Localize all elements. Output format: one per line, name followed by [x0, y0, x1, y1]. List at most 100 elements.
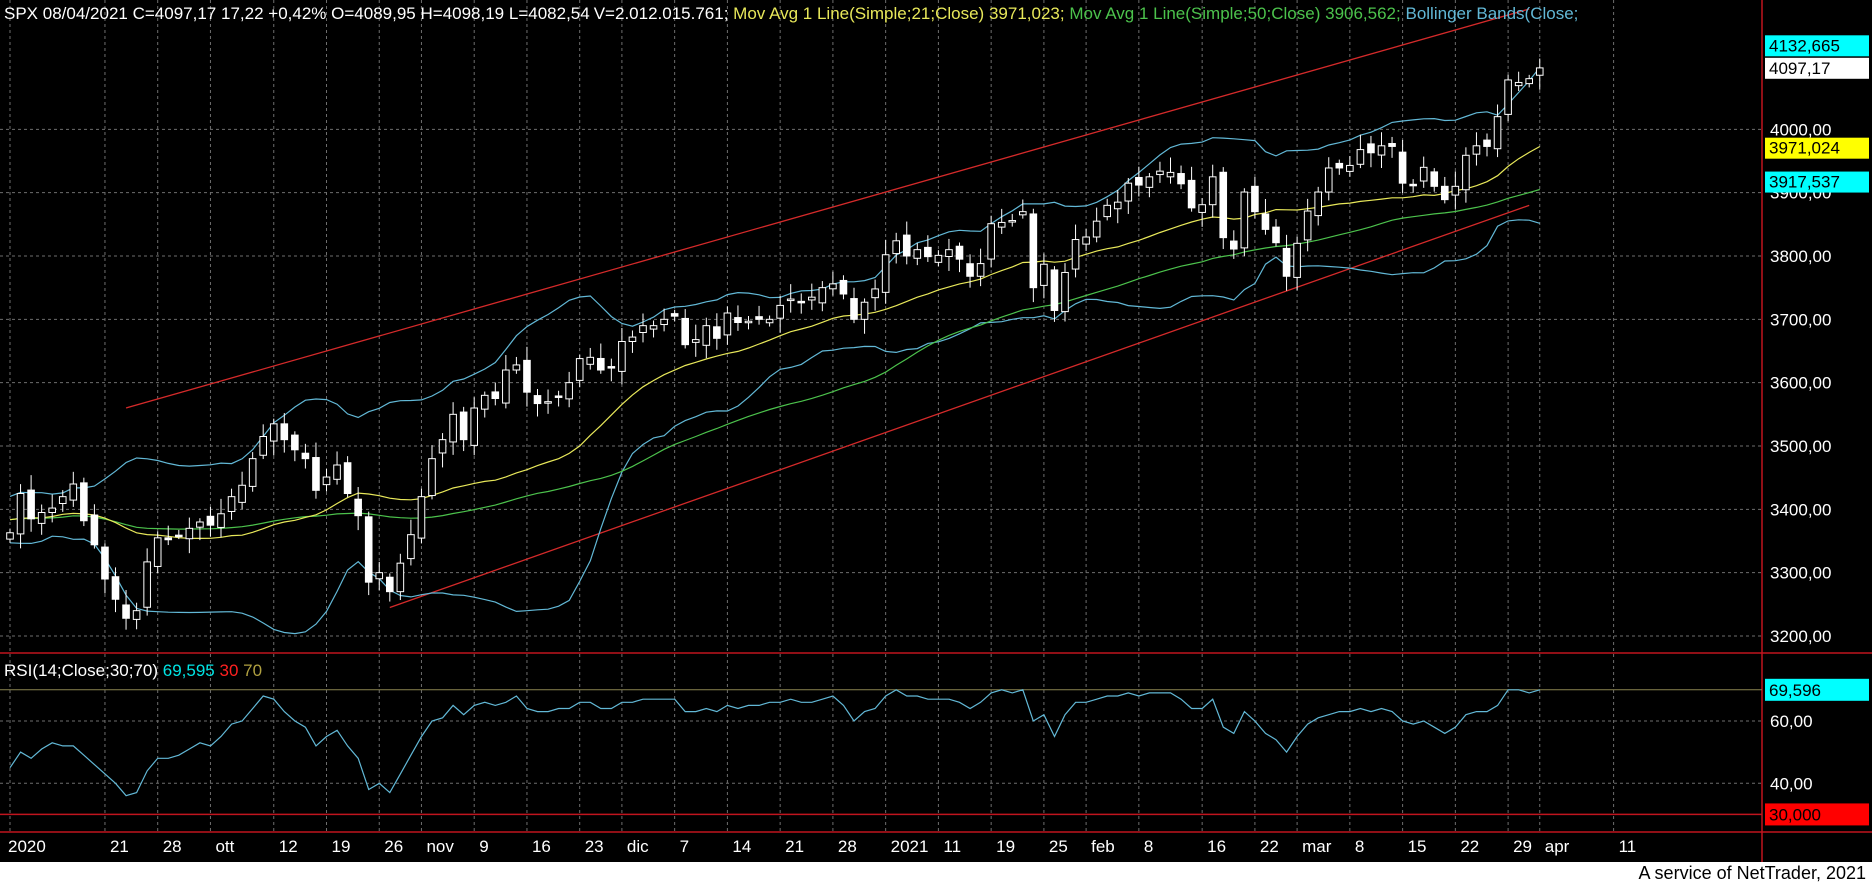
- price-tick-label: 3600,00: [1770, 374, 1831, 393]
- close-value: C=4097,17: [132, 4, 217, 23]
- candle-body: [945, 249, 953, 258]
- candle-body: [1261, 213, 1270, 230]
- quote-date: 08/04/2021: [42, 4, 128, 23]
- grid-lines: [0, 0, 1762, 832]
- price-tick-label: 3300,00: [1770, 564, 1831, 583]
- price-tick-label: 4000,00: [1770, 120, 1831, 139]
- candle-body: [1156, 170, 1164, 176]
- candle-body: [713, 326, 721, 339]
- time-tick-label: nov: [426, 837, 454, 856]
- candle-body: [1525, 78, 1534, 85]
- candle-body: [1377, 145, 1386, 156]
- candle-body: [565, 382, 573, 400]
- rsi-tag-box: [1765, 678, 1869, 701]
- time-tick-label: ott: [215, 837, 234, 856]
- candle-body: [575, 358, 584, 381]
- candle-body: [660, 318, 668, 326]
- candle-body: [755, 316, 763, 320]
- low-value: L=4082,54: [508, 4, 590, 23]
- candle-body: [723, 312, 732, 336]
- candles: [6, 58, 1544, 630]
- candle-body: [111, 576, 120, 600]
- candle-body: [818, 287, 827, 304]
- rsi-low-level: 30: [219, 661, 239, 680]
- candle-body: [1451, 185, 1460, 196]
- candle-body: [776, 304, 784, 319]
- candle-body: [523, 359, 531, 393]
- candle-body: [544, 401, 552, 404]
- time-tick-label: mar: [1302, 837, 1332, 856]
- candle-body: [934, 254, 943, 263]
- candle-body: [1430, 171, 1439, 187]
- candle-body: [428, 458, 436, 497]
- time-tick-label: 8: [1355, 837, 1364, 856]
- candle-body: [512, 364, 521, 371]
- candle-body: [1324, 167, 1333, 193]
- time-tick-label: 11: [1619, 837, 1637, 856]
- time-tick-label: 28: [838, 837, 857, 856]
- candle-body: [1282, 247, 1291, 277]
- candle-body: [881, 254, 890, 293]
- high-value: H=4098,19: [420, 4, 505, 23]
- time-tick-label: 23: [585, 837, 604, 856]
- price-tick-label: 3700,00: [1770, 310, 1831, 329]
- price-tag-label: 4132,665: [1769, 36, 1840, 55]
- candle-body: [586, 356, 595, 365]
- candle-body: [470, 407, 478, 446]
- time-tick-label: 9: [479, 837, 488, 856]
- candle-body: [744, 320, 753, 324]
- candle-body: [1419, 166, 1428, 182]
- open-value: O=4089,95: [331, 4, 416, 23]
- candle-body: [269, 423, 278, 442]
- candle-body: [808, 296, 816, 301]
- candle-body: [871, 288, 879, 299]
- symbol: SPX: [4, 4, 39, 23]
- candle-body: [1535, 67, 1544, 76]
- rsi-tick-label: 40,00: [1770, 774, 1813, 793]
- time-tick-label: 15: [1408, 837, 1427, 856]
- ma21-legend: Mov Avg 1 Line(Simple;21;Close): [733, 4, 985, 23]
- bollinger-legend: Bollinger Bands(Close;: [1405, 4, 1579, 23]
- price-tag-label: 3971,024: [1769, 139, 1840, 158]
- candle-body: [1145, 176, 1154, 188]
- time-tick-label: 22: [1260, 837, 1279, 856]
- candle-body: [132, 610, 141, 620]
- price-legend: SPX 08/04/2021 C=4097,17 17,22 +0,42% O=…: [4, 4, 1578, 24]
- candle-body: [1219, 171, 1228, 239]
- rsi-tick-label: 60,00: [1770, 712, 1813, 731]
- candle-body: [681, 317, 690, 346]
- candle-body: [892, 240, 901, 255]
- candle-body: [639, 325, 647, 334]
- footer-credit: A service of NetTrader, 2021: [1638, 863, 1866, 883]
- rsi-line: [9, 689, 1540, 797]
- candle-body: [343, 462, 352, 495]
- candle-body: [1409, 183, 1417, 187]
- candle-body: [913, 249, 922, 259]
- candle-body: [607, 366, 616, 369]
- candle-body: [533, 395, 542, 405]
- time-tick-label: 21: [785, 837, 804, 856]
- candle-body: [1177, 173, 1185, 185]
- time-tick-label: 21: [110, 837, 129, 856]
- candle-body: [1113, 201, 1122, 210]
- candle-body: [1293, 242, 1301, 278]
- candle-body: [491, 391, 500, 399]
- candle-body: [734, 317, 742, 323]
- candle-body: [1029, 213, 1038, 289]
- rsi-legend: RSI(14;Close;30;70) 69,595 30 70: [4, 661, 262, 681]
- candle-body: [1240, 191, 1249, 249]
- time-tick-label: 14: [732, 837, 751, 856]
- candle-body: [122, 604, 130, 619]
- channel-lower-line: [389, 204, 1530, 609]
- ma50-legend: Mov Avg 1 Line(Simple;50;Close): [1069, 4, 1321, 23]
- candle-body: [164, 537, 173, 541]
- candle-body: [280, 423, 289, 441]
- candle-body: [1441, 185, 1449, 201]
- change-value: 17,22: [220, 4, 264, 23]
- candle-body: [69, 483, 78, 501]
- candle-body: [1124, 182, 1133, 202]
- candle-body: [1251, 185, 1259, 213]
- footer-bar: [0, 862, 1872, 888]
- candle-body: [691, 339, 700, 343]
